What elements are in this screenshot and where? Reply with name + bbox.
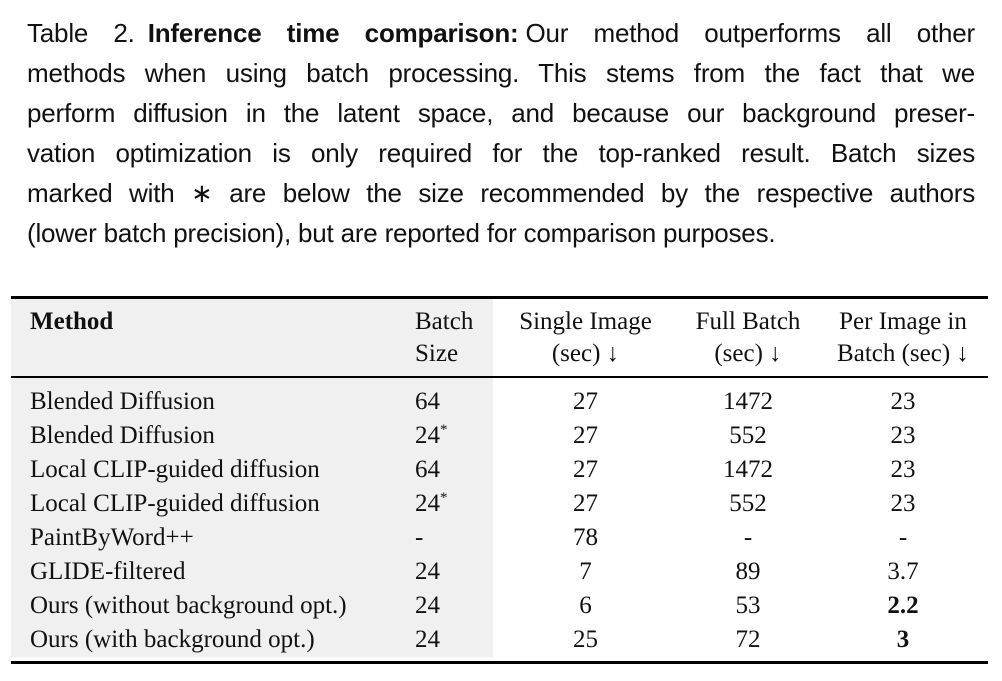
single-image-cell: 27: [573, 456, 598, 483]
per-image-cell: 23: [890, 490, 916, 517]
full-batch-cell: 89: [735, 558, 761, 585]
mid-rule: [11, 376, 988, 378]
method-cell: Ours (with background opt.): [30, 626, 315, 653]
method-cell: Local CLIP-guided diffusion: [30, 490, 320, 517]
full-batch-cell: 53: [735, 592, 761, 619]
full-batch-cell: 1472: [723, 388, 773, 415]
table-row: Blended Diffusion 64 27 1472 23: [11, 385, 988, 419]
table-row: PaintByWord++ - 78 - -: [11, 521, 988, 555]
caption-title: Inference time comparison:: [147, 18, 519, 48]
col-header-method: Method: [30, 308, 114, 335]
caption-table-number: Table 2.: [27, 18, 135, 48]
table-row: Blended Diffusion 24* 27 552 23: [11, 419, 988, 453]
per-image-cell: 23: [890, 388, 916, 415]
caption-line: (lower batch precision), but are reporte…: [27, 218, 776, 248]
batch-size-cell: 24*: [415, 490, 448, 517]
caption-line: Table 2. Inference time comparison: Our me…: [27, 13, 975, 53]
batch-size-cell: 64: [415, 456, 440, 483]
method-cell: GLIDE-filtered: [30, 558, 186, 585]
table-row: GLIDE-filtered 24 7 89 3.7: [11, 555, 988, 589]
col-header-full-batch: Full Batch (sec) ↓: [695, 308, 801, 367]
batch-size-cell: 64: [415, 388, 440, 415]
table-row: Local CLIP-guided diffusion 64 27 1472 2…: [11, 453, 988, 487]
method-column-band: [11, 299, 493, 657]
caption-text: Our method outperforms all other: [525, 18, 976, 48]
per-image-cell: 2.2: [887, 592, 919, 619]
single-image-cell: 27: [573, 388, 598, 415]
per-image-cell: 3.7: [887, 558, 919, 585]
per-image-cell: 23: [890, 422, 916, 449]
method-cell: PaintByWord++: [30, 524, 194, 551]
full-batch-cell: 72: [735, 626, 761, 653]
full-batch-cell: 552: [729, 422, 767, 449]
per-image-cell: -: [898, 524, 908, 551]
table-header-row: Method Batch Size Single Image (sec) ↓ F…: [11, 299, 988, 376]
single-image-cell: 7: [579, 558, 592, 585]
top-rule: [11, 296, 988, 299]
table-body: Blended Diffusion 64 27 1472 23 Blended …: [11, 378, 988, 661]
single-image-cell: 25: [573, 626, 598, 653]
full-batch-cell: 1472: [723, 456, 773, 483]
per-image-cell: 3: [896, 626, 910, 653]
caption-line: marked with ∗ are below the size recomme…: [27, 178, 975, 208]
caption-line: vation optimization is only required for…: [27, 138, 975, 168]
method-cell: Blended Diffusion: [30, 422, 215, 449]
single-image-cell: 6: [579, 592, 592, 619]
table-row: Local CLIP-guided diffusion 24* 27 552 2…: [11, 487, 988, 521]
full-batch-cell: 552: [729, 490, 767, 517]
caption-line: perform diffusion in the latent space, a…: [27, 98, 975, 128]
col-header-batch-size: Batch Size: [415, 308, 474, 367]
batch-star: *: [440, 422, 448, 438]
batch-size-cell: 24: [415, 626, 440, 653]
bottom-rule: [11, 661, 988, 664]
single-image-cell: 27: [573, 490, 598, 517]
per-image-cell: 23: [890, 456, 916, 483]
col-header-per-image: Per Image in Batch (sec) ↓: [837, 308, 969, 367]
batch-size-cell: -: [415, 524, 424, 551]
col-header-single-image: Single Image (sec) ↓: [519, 308, 652, 367]
method-cell: Ours (without background opt.): [30, 592, 347, 619]
full-batch-cell: -: [743, 524, 753, 551]
table-row: Ours (without background opt.) 24 6 53 2…: [11, 589, 988, 623]
batch-star: *: [440, 490, 448, 506]
batch-size-cell: 24*: [415, 422, 448, 449]
inference-time-table: Method Batch Size Single Image (sec) ↓ F…: [11, 296, 988, 664]
single-image-cell: 78: [573, 524, 598, 551]
method-cell: Local CLIP-guided diffusion: [30, 456, 320, 483]
batch-size-cell: 24: [415, 592, 440, 619]
single-image-cell: 27: [573, 422, 598, 449]
caption-line: methods when using batch processing. Thi…: [27, 58, 975, 88]
batch-size-cell: 24: [415, 558, 440, 585]
table-caption: Table 2. Inference time comparison: Our me…: [27, 13, 975, 253]
method-cell: Blended Diffusion: [30, 388, 215, 415]
table-row: Ours (with background opt.) 24 25 72 3: [11, 623, 988, 657]
